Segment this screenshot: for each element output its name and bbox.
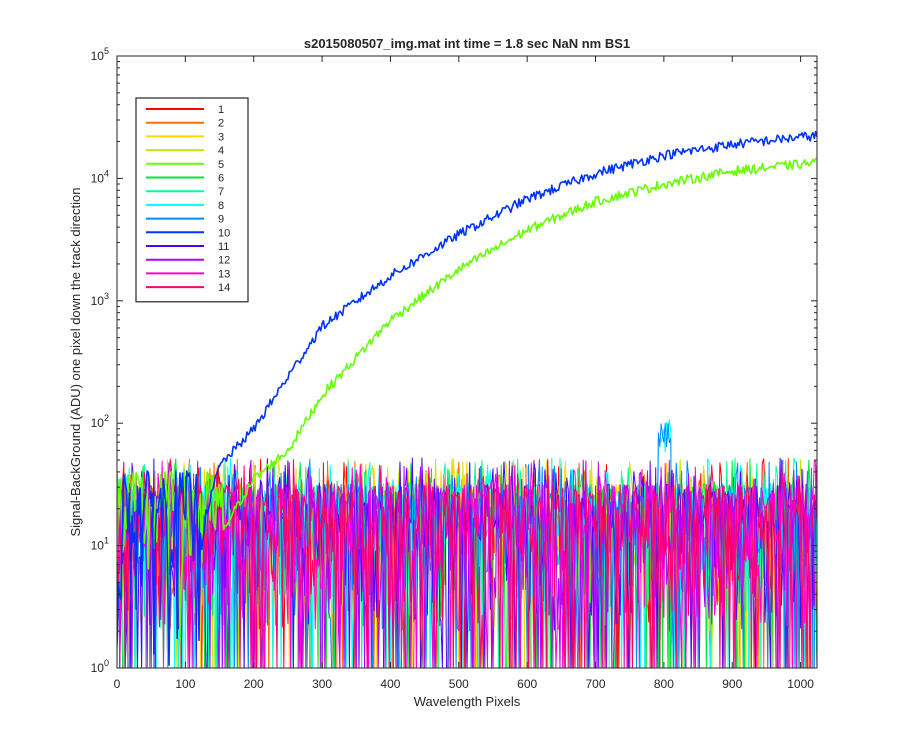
y-tick-label: 100 bbox=[91, 658, 109, 675]
legend-label-13: 13 bbox=[218, 268, 230, 280]
series-layer bbox=[117, 130, 817, 668]
legend-box bbox=[135, 97, 249, 303]
legend-label-7: 7 bbox=[218, 186, 224, 198]
y-tick-label: 105 bbox=[91, 46, 109, 63]
legend-label-4: 4 bbox=[218, 145, 224, 157]
series-line-5 bbox=[117, 157, 817, 645]
x-tick-label: 1000 bbox=[787, 677, 814, 691]
x-tick-label: 300 bbox=[312, 677, 332, 691]
series-line-12 bbox=[117, 459, 817, 668]
legend-label-1: 1 bbox=[218, 104, 224, 116]
legend-label-8: 8 bbox=[218, 200, 224, 212]
legend-label-14: 14 bbox=[218, 282, 230, 294]
legend-label-9: 9 bbox=[218, 214, 224, 226]
legend-label-5: 5 bbox=[218, 159, 224, 171]
legend-label-6: 6 bbox=[218, 173, 224, 185]
series-line-10 bbox=[117, 130, 817, 666]
x-tick-label: 700 bbox=[586, 677, 606, 691]
series-line-14 bbox=[117, 458, 817, 668]
axes-box bbox=[116, 55, 818, 669]
x-tick-label: 600 bbox=[517, 677, 537, 691]
y-tick-label: 104 bbox=[91, 168, 109, 185]
y-tick-label: 102 bbox=[91, 413, 109, 430]
y-tick-label: 101 bbox=[91, 536, 109, 553]
x-axis-label: Wavelength Pixels bbox=[414, 694, 521, 709]
x-axis: 0 100 200 300 400 500 600 700 800 900 1000 bbox=[114, 56, 814, 691]
legend-label-2: 2 bbox=[218, 118, 224, 130]
x-tick-label: 200 bbox=[244, 677, 264, 691]
x-tick-label: 100 bbox=[175, 677, 195, 691]
x-tick-label: 800 bbox=[654, 677, 674, 691]
legend-label-3: 3 bbox=[218, 131, 224, 143]
x-tick-label: 900 bbox=[722, 677, 742, 691]
x-tick-label: 400 bbox=[380, 677, 400, 691]
x-tick-label: 0 bbox=[114, 677, 121, 691]
x-tick-label: 500 bbox=[449, 677, 469, 691]
legend-label-11: 11 bbox=[218, 241, 229, 253]
legend-label-12: 12 bbox=[218, 255, 230, 267]
y-axis-label: Signal-BackGround (ADU) one pixel down t… bbox=[68, 187, 83, 536]
y-tick-label: 103 bbox=[91, 291, 109, 308]
chart-title: s2015080507_img.mat int time = 1.8 sec N… bbox=[304, 36, 630, 51]
legend-label-10: 10 bbox=[218, 227, 230, 239]
